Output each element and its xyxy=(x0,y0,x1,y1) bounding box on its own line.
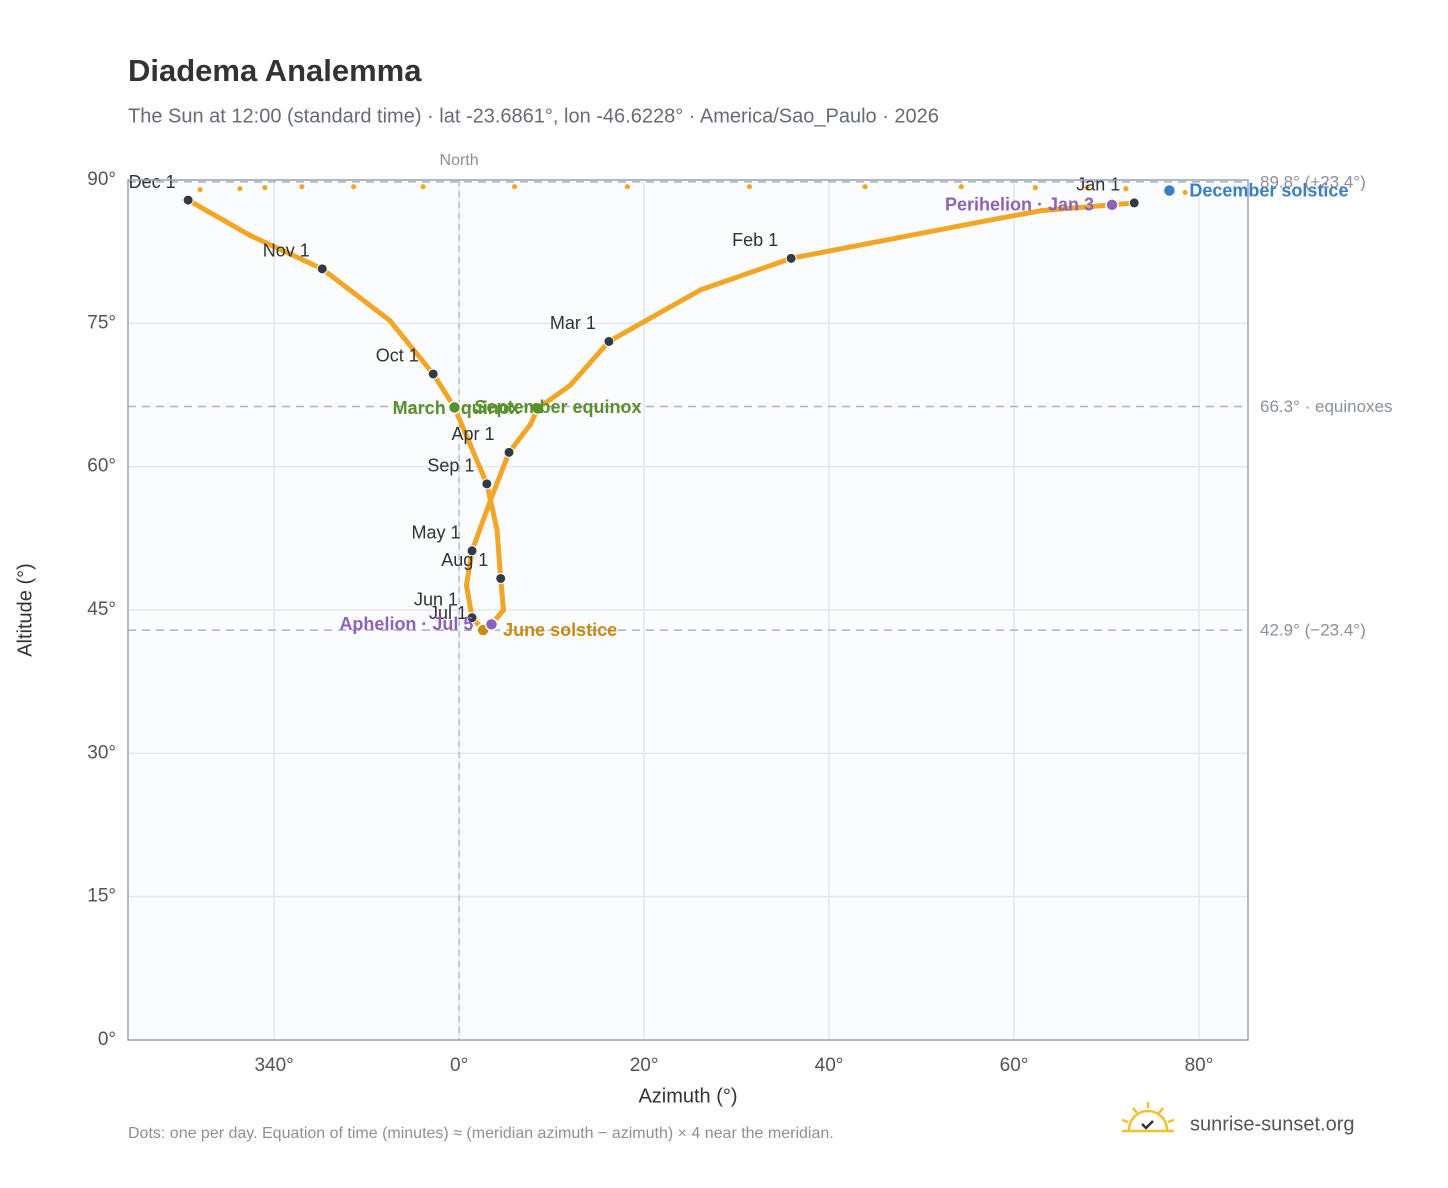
month-marker xyxy=(495,572,507,584)
month-marker xyxy=(427,368,439,380)
day-dot xyxy=(862,184,868,190)
month-marker xyxy=(785,252,797,264)
month-label: Oct 1 xyxy=(376,346,419,366)
month-label: Sep 1 xyxy=(427,456,474,476)
day-dot xyxy=(527,422,533,428)
month-label: Mar 1 xyxy=(550,313,596,333)
x-tick-label: 340° xyxy=(254,1055,293,1076)
day-dot xyxy=(197,186,203,193)
event-marker xyxy=(1105,198,1119,212)
day-dot xyxy=(897,234,903,240)
day-dot xyxy=(567,382,573,389)
x-tick-label: 40° xyxy=(815,1055,844,1076)
reference-label: North xyxy=(440,152,479,169)
x-tick-label: 80° xyxy=(1185,1055,1214,1076)
event-marker xyxy=(530,401,545,416)
month-label: Jul 1 xyxy=(429,603,467,623)
x-tick-label: 20° xyxy=(630,1055,659,1076)
month-marker xyxy=(1128,197,1140,209)
day-dot xyxy=(500,607,507,613)
day-dot xyxy=(299,184,305,190)
day-dot xyxy=(351,184,357,190)
event-marker xyxy=(447,400,462,415)
x-axis-label: Azimuth (°) xyxy=(638,1085,737,1107)
event-label: June solstice xyxy=(503,620,617,640)
month-label: Jan 1 xyxy=(1076,175,1120,195)
day-dot xyxy=(262,185,268,191)
day-dot xyxy=(1123,186,1129,192)
event-marker xyxy=(1162,183,1177,198)
event-label: Perihelion · Jan 3 xyxy=(945,195,1094,215)
month-marker xyxy=(316,263,328,275)
day-dot xyxy=(1182,189,1188,196)
chart-title: Diadema Analemma xyxy=(128,53,422,88)
y-tick-label: 45° xyxy=(87,599,116,620)
day-dot xyxy=(420,184,426,190)
day-dot xyxy=(1084,185,1090,191)
day-dot xyxy=(487,497,494,503)
month-label: Feb 1 xyxy=(732,230,778,250)
day-dot xyxy=(1032,185,1038,191)
y-axis-label: Altitude (°) xyxy=(14,563,36,657)
event-label: December solstice xyxy=(1189,180,1348,200)
month-marker xyxy=(481,478,493,490)
day-dot xyxy=(746,184,753,190)
month-label: Jun 1 xyxy=(414,589,458,609)
month-label: Apr 1 xyxy=(452,424,495,444)
month-label: Dec 1 xyxy=(129,172,176,192)
y-tick-label: 90° xyxy=(87,169,116,190)
day-dot xyxy=(958,184,964,190)
y-tick-label: 30° xyxy=(87,742,116,763)
y-tick-label: 75° xyxy=(87,312,116,333)
y-tick-label: 60° xyxy=(87,456,116,477)
month-label: May 1 xyxy=(412,523,461,543)
day-dot xyxy=(1039,207,1045,214)
event-marker xyxy=(484,617,499,632)
reference-label: 89.8° (+23.4°) xyxy=(1260,172,1366,191)
day-dot xyxy=(624,184,631,190)
event-label: Aphelion · Jul 5 xyxy=(339,614,473,634)
reference-label: 42.9° (−23.4°) xyxy=(1260,621,1366,640)
y-tick-label: 15° xyxy=(87,886,116,907)
event-label: September equinox xyxy=(474,397,641,417)
x-tick-label: 0° xyxy=(450,1055,468,1076)
month-marker xyxy=(603,335,615,347)
brand-icon xyxy=(1121,1102,1175,1133)
plot-border xyxy=(127,179,1249,1041)
day-dot xyxy=(494,527,500,533)
y-tick-label: 0° xyxy=(98,1029,116,1050)
day-dot xyxy=(997,215,1003,221)
day-dot xyxy=(697,287,704,293)
analemma-track xyxy=(186,197,1135,634)
reference-label: 66.3° · equinoxes xyxy=(1260,397,1393,416)
month-label: Aug 1 xyxy=(441,550,488,570)
month-marker xyxy=(466,545,478,557)
month-marker xyxy=(503,446,515,458)
day-dot xyxy=(387,317,393,324)
footnote: Dots: one per day. Equation of time (min… xyxy=(128,1125,834,1142)
day-dot xyxy=(511,184,518,190)
month-label: Nov 1 xyxy=(263,241,310,261)
day-dot xyxy=(463,582,470,588)
day-dot xyxy=(237,186,243,192)
month-marker xyxy=(182,194,194,206)
chart-subtitle: The Sun at 12:00 (standard time) · lat -… xyxy=(128,105,939,127)
month-marker xyxy=(466,612,478,624)
day-dot xyxy=(247,232,253,239)
brand: sunrise-sunset.org xyxy=(1190,1113,1355,1135)
x-tick-label: 60° xyxy=(1000,1055,1029,1076)
